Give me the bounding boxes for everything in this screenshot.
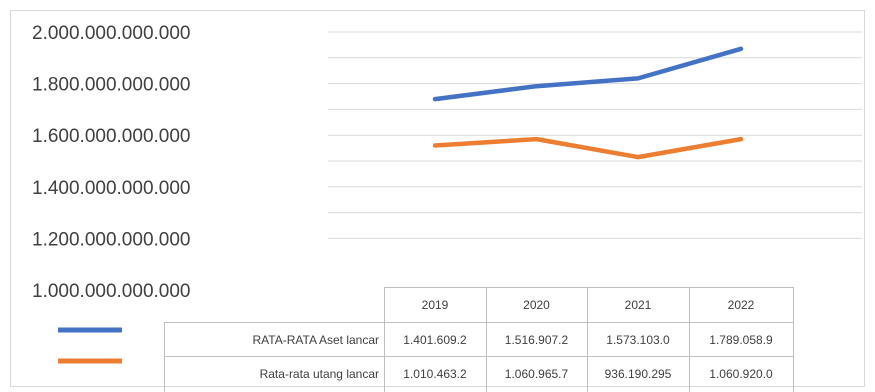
y-tick-label: 2.000.000.000.000 [32, 23, 191, 44]
table-value: 1.573.103.0 [606, 333, 670, 347]
y-tick-label: 1.400.000.000.000 [32, 178, 191, 199]
table-value: 1.060.920.0 [709, 367, 773, 381]
table-value: 1.010.463.2 [403, 367, 467, 381]
y-tick-label: 1.000.000.000.000 [32, 281, 191, 302]
category-label: 2022 [728, 298, 755, 312]
category-label: 2020 [523, 298, 550, 312]
series-line-2 [432, 136, 744, 160]
y-tick-label: 1.200.000.000.000 [32, 229, 191, 250]
table-value: 1.516.907.2 [505, 333, 569, 347]
table-value: 1.401.609.2 [403, 333, 467, 347]
y-tick-label: 1.600.000.000.000 [32, 126, 191, 147]
category-label: 2021 [625, 298, 652, 312]
series-line-1 [432, 46, 744, 102]
y-tick-label: 1.800.000.000.000 [32, 75, 191, 96]
chart-border [10, 10, 865, 387]
table-header-background [384, 287, 793, 322]
series-name: Rata-rata utang lancar [260, 367, 379, 381]
table-value: 1.060.965.7 [505, 367, 569, 381]
series-name: RATA-RATA Aset lancar [253, 333, 379, 347]
table-value: 936.190.295 [605, 367, 672, 381]
table-value: 1.789.058.9 [709, 333, 773, 347]
category-label: 2019 [422, 298, 449, 312]
